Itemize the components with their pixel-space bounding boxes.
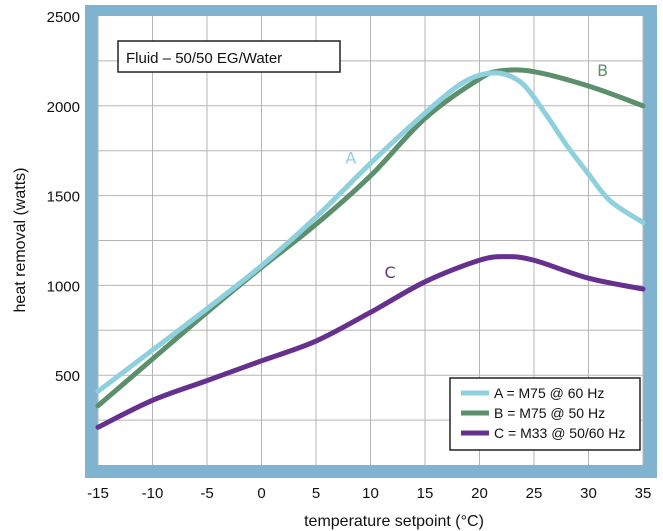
x-tick-label: 10 (362, 485, 379, 502)
legend-label-b: B = M75 @ 50 Hz (494, 405, 605, 421)
y-tick-label: 1500 (47, 189, 80, 206)
series-labels: A B C (345, 61, 608, 282)
y-tick-label: 1000 (47, 278, 80, 295)
x-tick-label: 25 (526, 485, 543, 502)
series-annotation-a: A (345, 148, 356, 167)
x-tick-label: 35 (635, 485, 652, 502)
series-line-a (95, 70, 646, 394)
legend: A = M75 @ 60 Hz B = M75 @ 50 Hz C = M33 @ … (449, 377, 641, 451)
x-tick-label: -15 (87, 485, 109, 502)
x-tick-label: 0 (257, 485, 265, 502)
x-axis-label: temperature setpoint (°C) (304, 513, 484, 530)
x-tick-label: 15 (417, 485, 434, 502)
series-annotation-c: C (385, 263, 396, 282)
series-lines (95, 67, 646, 430)
series-line-c (95, 254, 646, 430)
y-axis-label: heat removal (watts) (12, 168, 29, 313)
x-tick-label: 30 (580, 485, 597, 502)
series-annotation-b: B (597, 61, 608, 80)
x-tick-label: -10 (142, 485, 164, 502)
chart-title: Fluid – 50/50 EG/Water (126, 50, 282, 67)
x-tick-label: 20 (471, 485, 488, 502)
y-tick-label: 500 (55, 368, 80, 385)
chart-title-box: Fluid – 50/50 EG/Water (117, 40, 341, 73)
y-tick-label: 2000 (47, 99, 80, 116)
x-ticks: -15 -10 -5 0 5 10 15 20 25 30 35 (87, 485, 651, 502)
y-tick-label: 2500 (47, 9, 80, 26)
x-tick-label: -5 (200, 485, 213, 502)
series-line-b (95, 67, 646, 409)
y-ticks: 500 1000 1500 2000 2500 (47, 9, 80, 385)
legend-label-c: C = M33 @ 50/60 Hz (494, 425, 625, 441)
legend-label-a: A = M75 @ 60 Hz (494, 385, 604, 401)
x-tick-label: 5 (312, 485, 320, 502)
